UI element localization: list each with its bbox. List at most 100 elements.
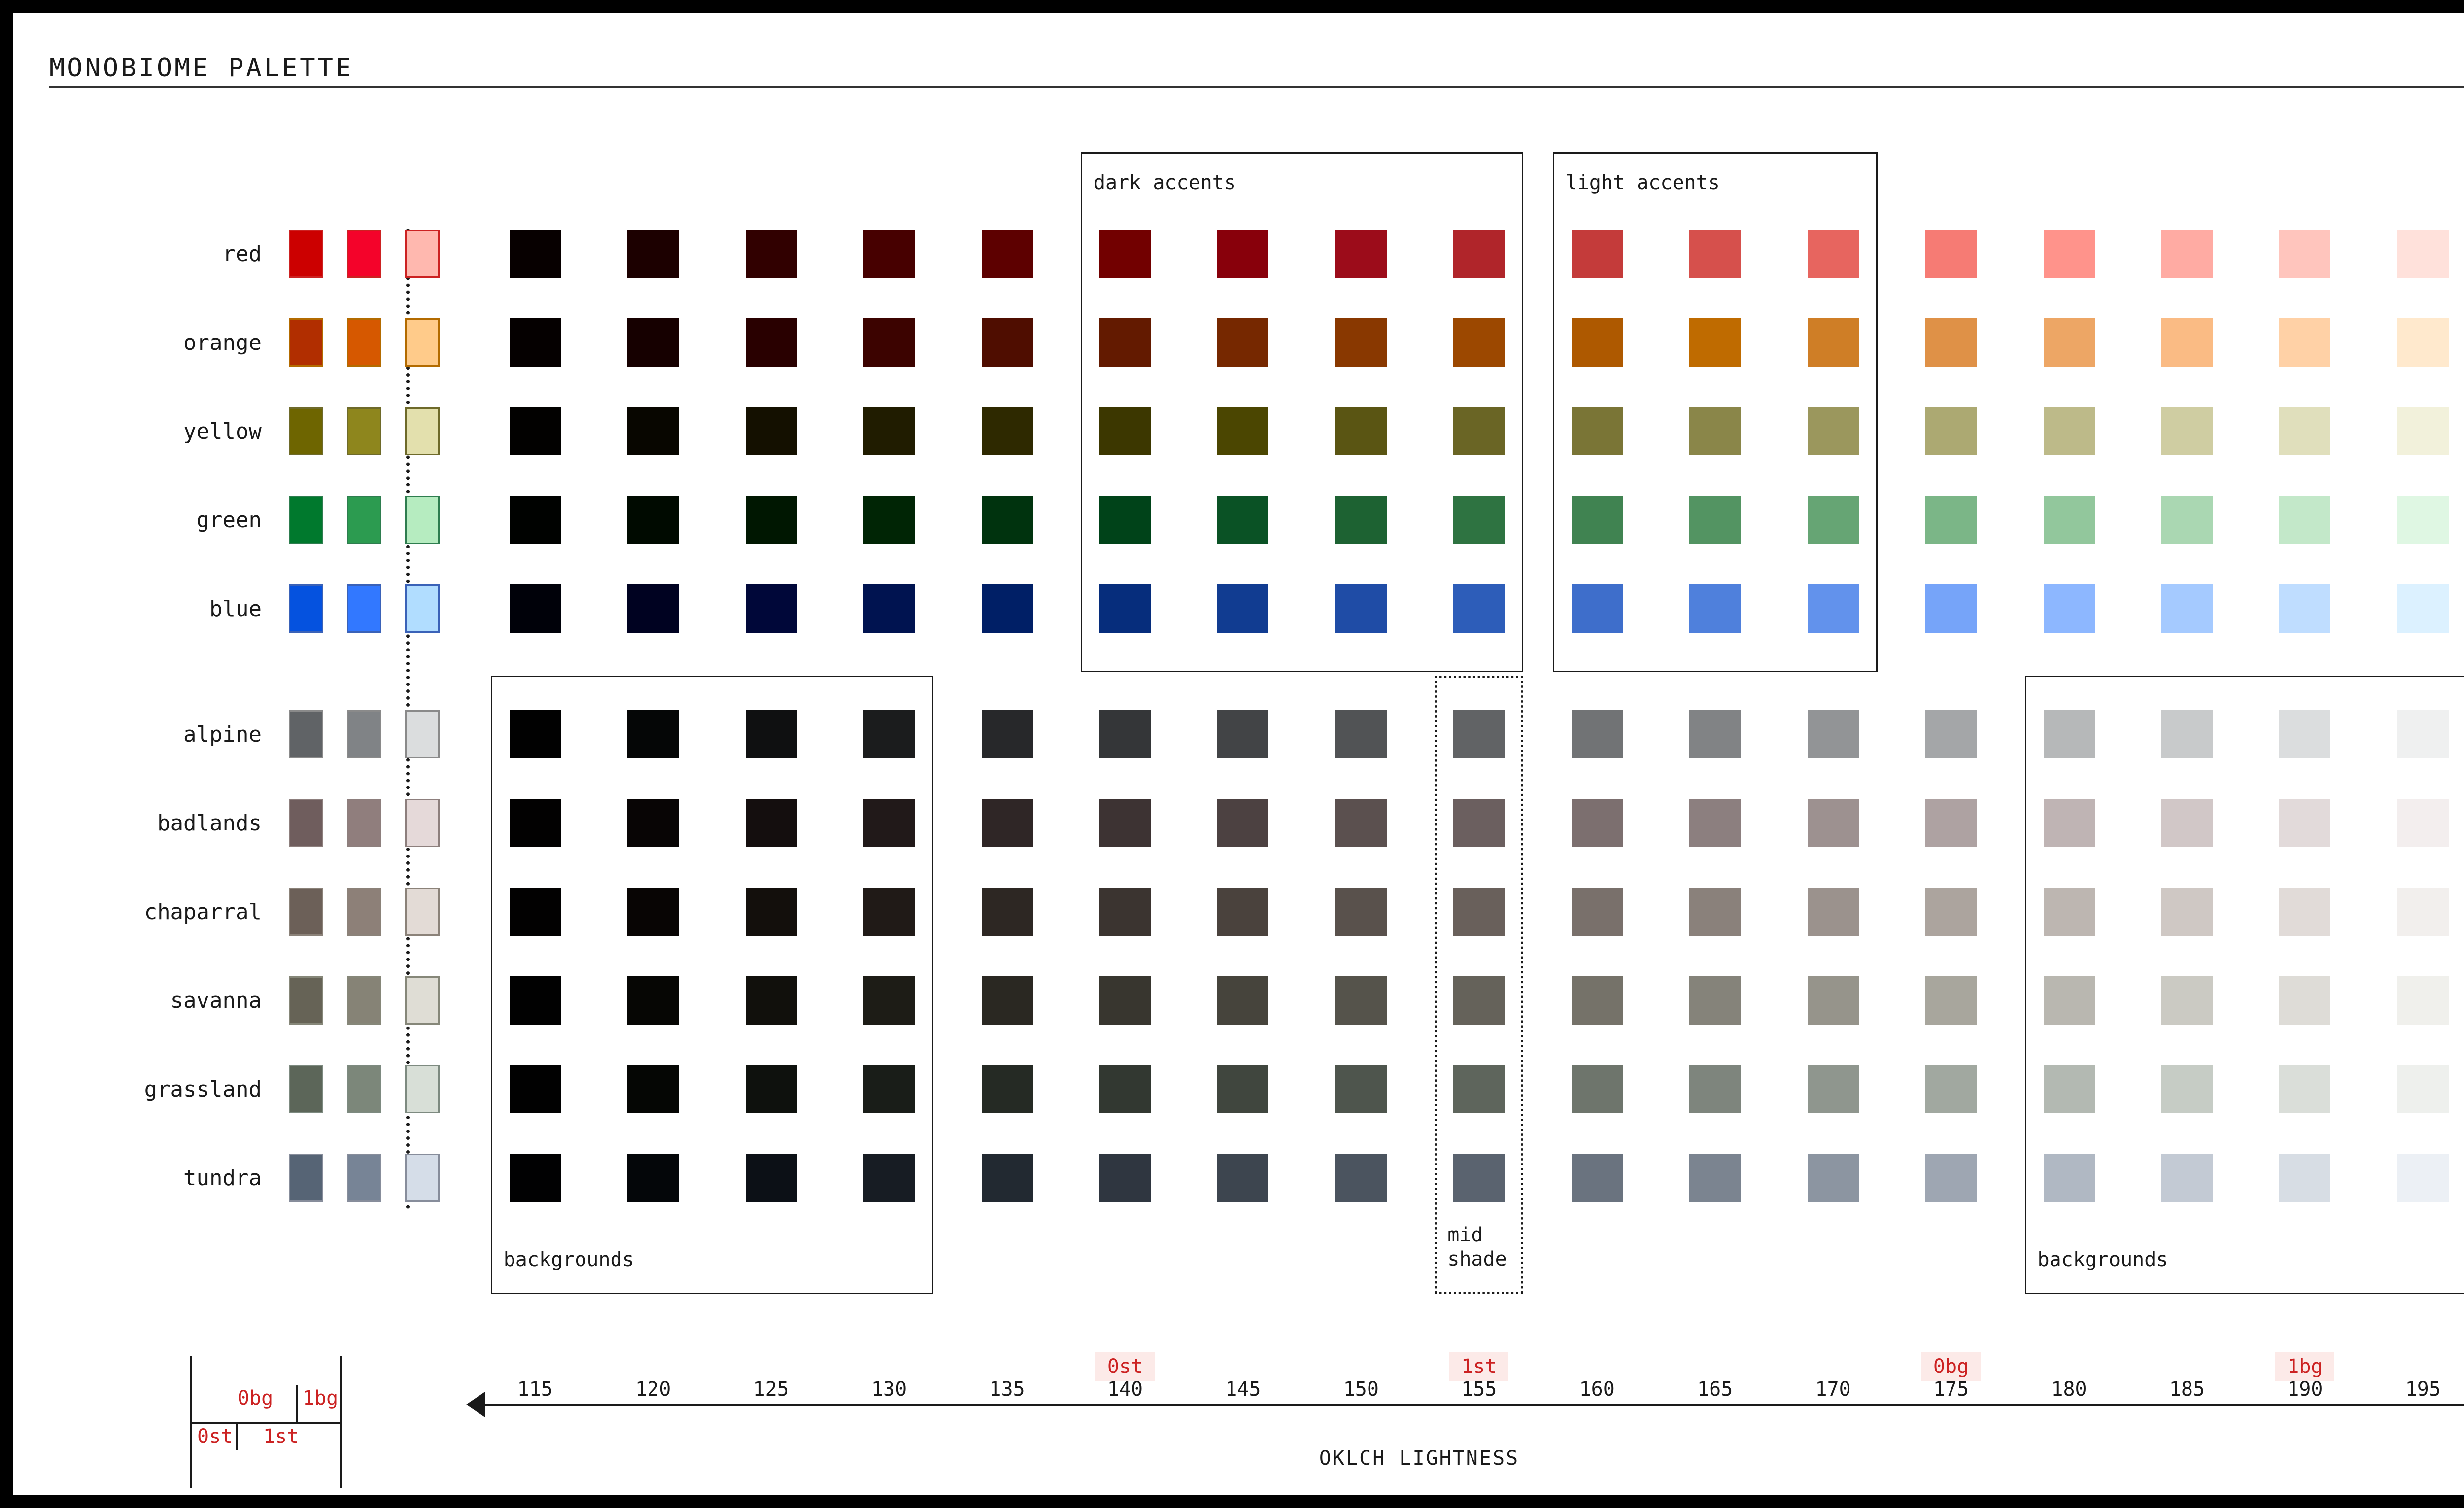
swatch-alpine-125[interactable] xyxy=(745,710,797,758)
swatch-tundra-190[interactable] xyxy=(2279,1154,2331,1202)
swatch-savanna-130[interactable] xyxy=(863,976,915,1025)
swatch-green-170[interactable] xyxy=(1807,496,1859,544)
swatch-red-180[interactable] xyxy=(2043,230,2095,278)
preview-swatch-blue-2[interactable] xyxy=(405,584,440,633)
swatch-orange-170[interactable] xyxy=(1807,318,1859,367)
swatch-red-195[interactable] xyxy=(2397,230,2449,278)
swatch-blue-190[interactable] xyxy=(2279,584,2331,633)
preview-swatch-yellow-1[interactable] xyxy=(347,407,381,455)
swatch-grassland-130[interactable] xyxy=(863,1065,915,1113)
swatch-orange-150[interactable] xyxy=(1335,318,1387,367)
swatch-tundra-195[interactable] xyxy=(2397,1154,2449,1202)
swatch-blue-165[interactable] xyxy=(1689,584,1741,633)
swatch-chaparral-155[interactable] xyxy=(1453,888,1505,936)
swatch-yellow-120[interactable] xyxy=(627,407,679,455)
swatch-alpine-155[interactable] xyxy=(1453,710,1505,758)
preview-swatch-orange-1[interactable] xyxy=(347,318,381,367)
swatch-savanna-115[interactable] xyxy=(509,976,561,1025)
swatch-yellow-140[interactable] xyxy=(1099,407,1151,455)
preview-swatch-red-0[interactable] xyxy=(289,230,323,278)
swatch-tundra-160[interactable] xyxy=(1571,1154,1623,1202)
swatch-grassland-175[interactable] xyxy=(1925,1065,1977,1113)
swatch-alpine-180[interactable] xyxy=(2043,710,2095,758)
preview-swatch-yellow-0[interactable] xyxy=(289,407,323,455)
swatch-green-165[interactable] xyxy=(1689,496,1741,544)
swatch-chaparral-120[interactable] xyxy=(627,888,679,936)
preview-swatch-green-0[interactable] xyxy=(289,496,323,544)
swatch-alpine-135[interactable] xyxy=(981,710,1033,758)
swatch-blue-120[interactable] xyxy=(627,584,679,633)
swatch-yellow-185[interactable] xyxy=(2161,407,2213,455)
swatch-grassland-165[interactable] xyxy=(1689,1065,1741,1113)
swatch-blue-160[interactable] xyxy=(1571,584,1623,633)
swatch-savanna-175[interactable] xyxy=(1925,976,1977,1025)
swatch-green-125[interactable] xyxy=(745,496,797,544)
preview-swatch-blue-0[interactable] xyxy=(289,584,323,633)
swatch-alpine-115[interactable] xyxy=(509,710,561,758)
swatch-chaparral-170[interactable] xyxy=(1807,888,1859,936)
swatch-grassland-190[interactable] xyxy=(2279,1065,2331,1113)
preview-swatch-tundra-2[interactable] xyxy=(405,1154,440,1202)
swatch-badlands-170[interactable] xyxy=(1807,799,1859,847)
swatch-grassland-155[interactable] xyxy=(1453,1065,1505,1113)
swatch-tundra-185[interactable] xyxy=(2161,1154,2213,1202)
swatch-chaparral-180[interactable] xyxy=(2043,888,2095,936)
preview-swatch-alpine-1[interactable] xyxy=(347,710,381,758)
preview-swatch-badlands-2[interactable] xyxy=(405,799,440,847)
swatch-badlands-180[interactable] xyxy=(2043,799,2095,847)
swatch-badlands-190[interactable] xyxy=(2279,799,2331,847)
swatch-savanna-120[interactable] xyxy=(627,976,679,1025)
preview-swatch-chaparral-0[interactable] xyxy=(289,888,323,936)
swatch-alpine-185[interactable] xyxy=(2161,710,2213,758)
swatch-alpine-175[interactable] xyxy=(1925,710,1977,758)
swatch-orange-125[interactable] xyxy=(745,318,797,367)
swatch-blue-195[interactable] xyxy=(2397,584,2449,633)
swatch-alpine-140[interactable] xyxy=(1099,710,1151,758)
swatch-badlands-135[interactable] xyxy=(981,799,1033,847)
swatch-orange-145[interactable] xyxy=(1217,318,1269,367)
swatch-savanna-165[interactable] xyxy=(1689,976,1741,1025)
swatch-red-130[interactable] xyxy=(863,230,915,278)
swatch-orange-185[interactable] xyxy=(2161,318,2213,367)
swatch-alpine-165[interactable] xyxy=(1689,710,1741,758)
swatch-grassland-120[interactable] xyxy=(627,1065,679,1113)
swatch-tundra-130[interactable] xyxy=(863,1154,915,1202)
preview-swatch-tundra-1[interactable] xyxy=(347,1154,381,1202)
preview-swatch-grassland-0[interactable] xyxy=(289,1065,323,1113)
swatch-yellow-165[interactable] xyxy=(1689,407,1741,455)
swatch-red-145[interactable] xyxy=(1217,230,1269,278)
swatch-yellow-135[interactable] xyxy=(981,407,1033,455)
swatch-badlands-195[interactable] xyxy=(2397,799,2449,847)
swatch-orange-120[interactable] xyxy=(627,318,679,367)
swatch-yellow-155[interactable] xyxy=(1453,407,1505,455)
swatch-chaparral-190[interactable] xyxy=(2279,888,2331,936)
swatch-green-120[interactable] xyxy=(627,496,679,544)
swatch-chaparral-185[interactable] xyxy=(2161,888,2213,936)
swatch-chaparral-175[interactable] xyxy=(1925,888,1977,936)
swatch-alpine-190[interactable] xyxy=(2279,710,2331,758)
swatch-badlands-145[interactable] xyxy=(1217,799,1269,847)
swatch-tundra-140[interactable] xyxy=(1099,1154,1151,1202)
swatch-tundra-115[interactable] xyxy=(509,1154,561,1202)
swatch-red-175[interactable] xyxy=(1925,230,1977,278)
swatch-badlands-160[interactable] xyxy=(1571,799,1623,847)
swatch-tundra-180[interactable] xyxy=(2043,1154,2095,1202)
swatch-savanna-195[interactable] xyxy=(2397,976,2449,1025)
swatch-orange-130[interactable] xyxy=(863,318,915,367)
swatch-orange-115[interactable] xyxy=(509,318,561,367)
swatch-tundra-155[interactable] xyxy=(1453,1154,1505,1202)
swatch-yellow-160[interactable] xyxy=(1571,407,1623,455)
swatch-orange-155[interactable] xyxy=(1453,318,1505,367)
preview-swatch-chaparral-2[interactable] xyxy=(405,888,440,936)
swatch-orange-175[interactable] xyxy=(1925,318,1977,367)
swatch-chaparral-130[interactable] xyxy=(863,888,915,936)
swatch-chaparral-125[interactable] xyxy=(745,888,797,936)
swatch-yellow-195[interactable] xyxy=(2397,407,2449,455)
swatch-red-170[interactable] xyxy=(1807,230,1859,278)
swatch-blue-170[interactable] xyxy=(1807,584,1859,633)
swatch-chaparral-165[interactable] xyxy=(1689,888,1741,936)
swatch-badlands-125[interactable] xyxy=(745,799,797,847)
swatch-green-195[interactable] xyxy=(2397,496,2449,544)
swatch-savanna-140[interactable] xyxy=(1099,976,1151,1025)
swatch-alpine-160[interactable] xyxy=(1571,710,1623,758)
